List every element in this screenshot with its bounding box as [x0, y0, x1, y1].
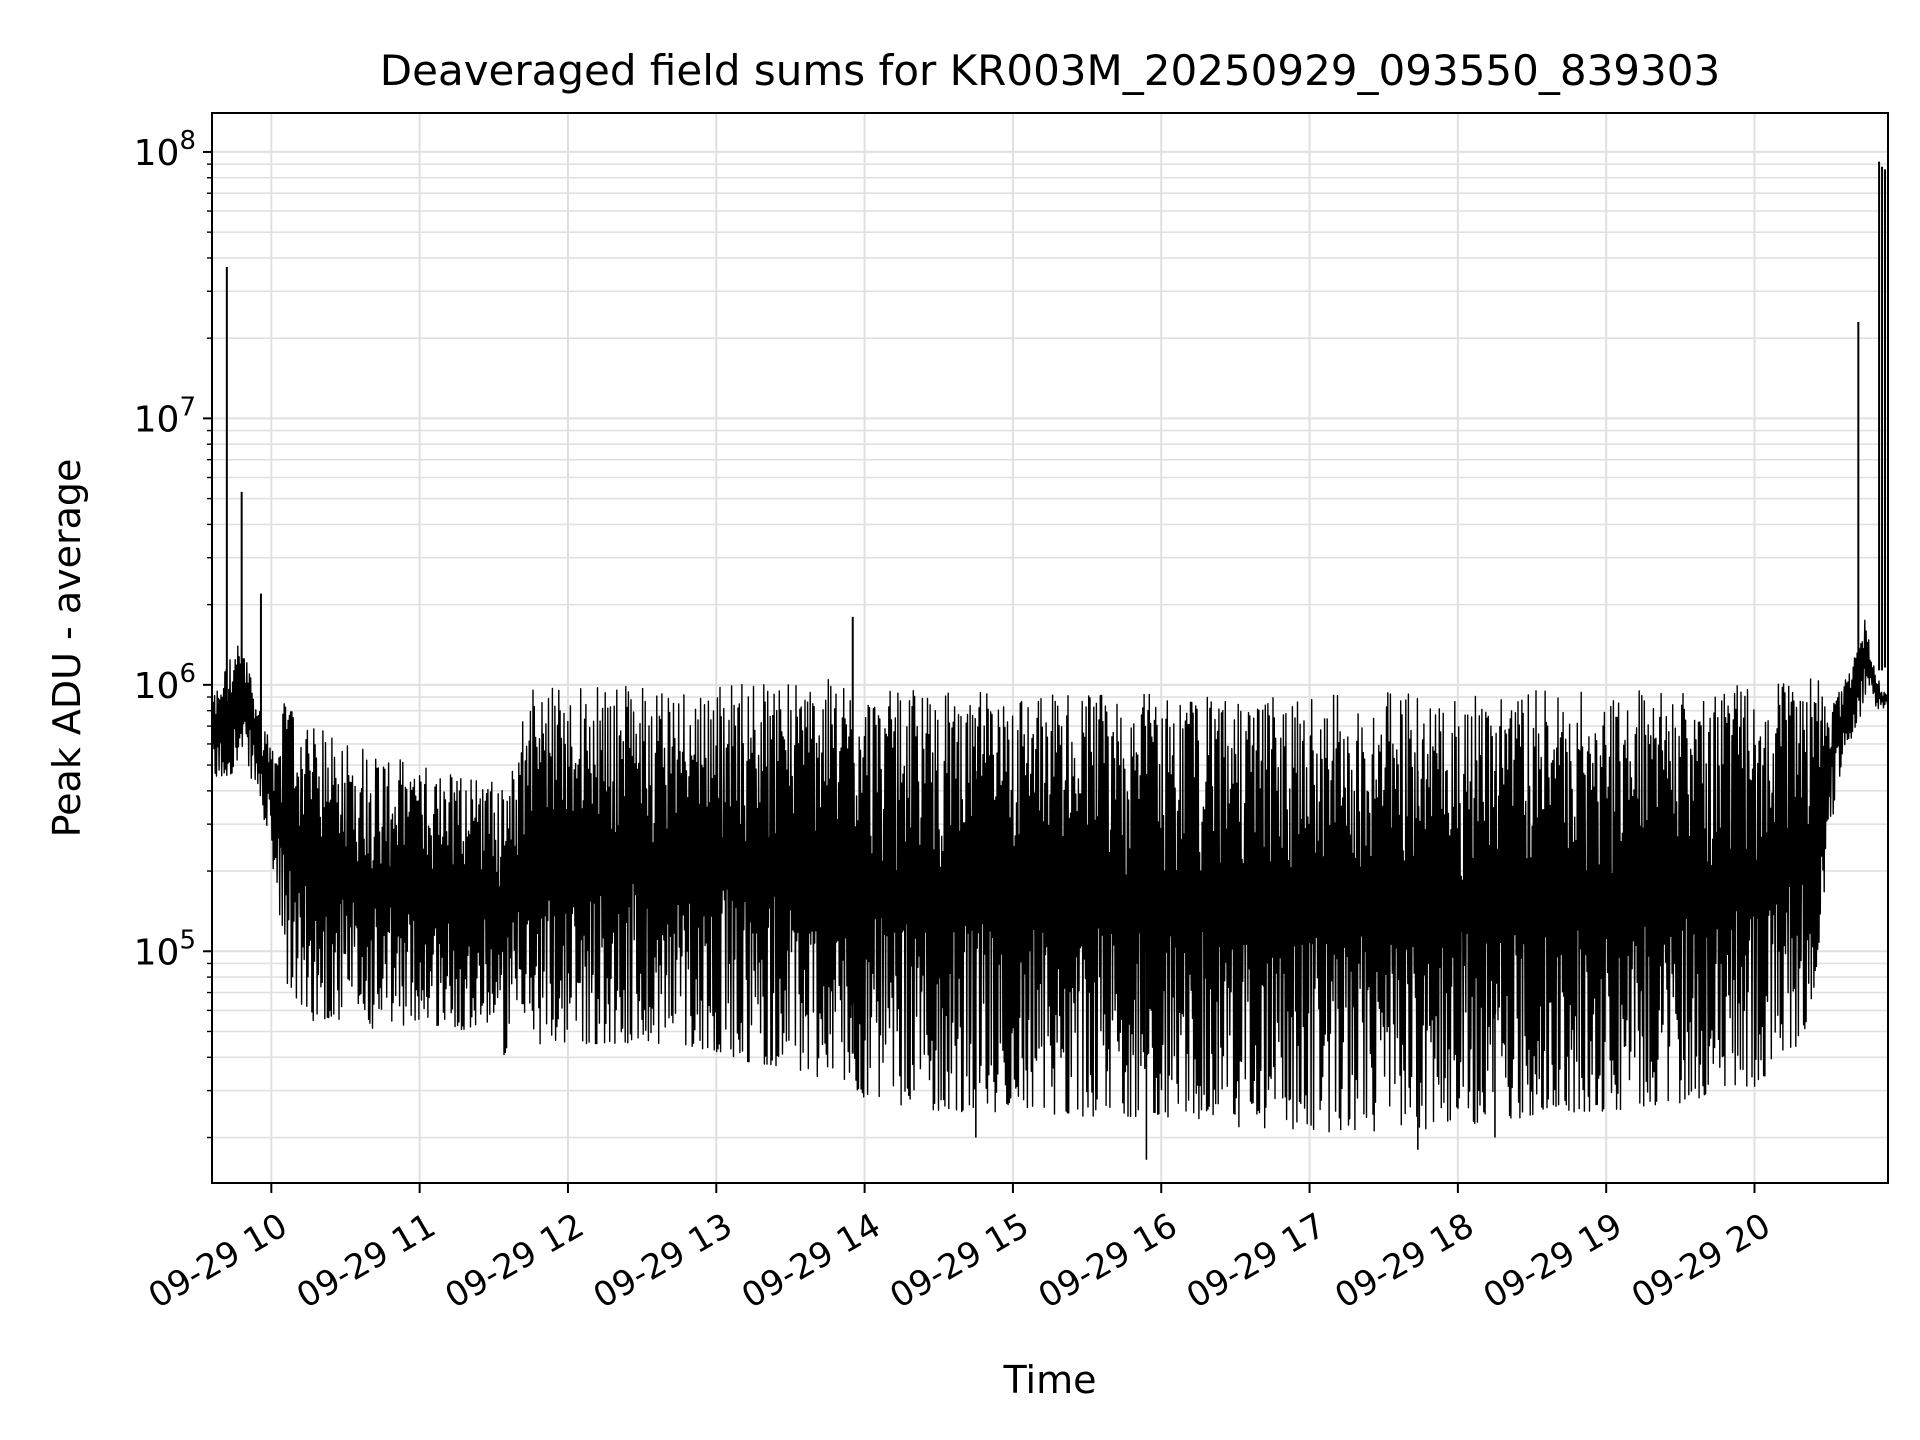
y-tick-label: 106 — [134, 659, 196, 707]
series-line — [211, 619, 1889, 1133]
y-tick-exponent: 6 — [179, 659, 196, 689]
y-axis-label: Peak ADU - average — [45, 459, 89, 838]
chart-title: Deaveraged field sums for KR003M_2025092… — [380, 46, 1720, 95]
plot-frame — [211, 112, 1889, 1184]
y-tick-base: 10 — [134, 666, 180, 707]
y-tick-base: 10 — [134, 399, 180, 440]
x-axis-label: Time — [1003, 1358, 1097, 1402]
y-tick-base: 10 — [134, 932, 180, 973]
y-tick-exponent: 7 — [179, 392, 196, 422]
y-tick-exponent: 8 — [179, 126, 196, 156]
y-tick-exponent: 5 — [179, 925, 196, 955]
y-tick-label: 108 — [134, 126, 196, 174]
y-tick-base: 10 — [134, 133, 180, 174]
series-layer — [211, 161, 1889, 1160]
y-tick-label: 107 — [134, 392, 196, 440]
y-tick-label: 105 — [134, 925, 196, 973]
